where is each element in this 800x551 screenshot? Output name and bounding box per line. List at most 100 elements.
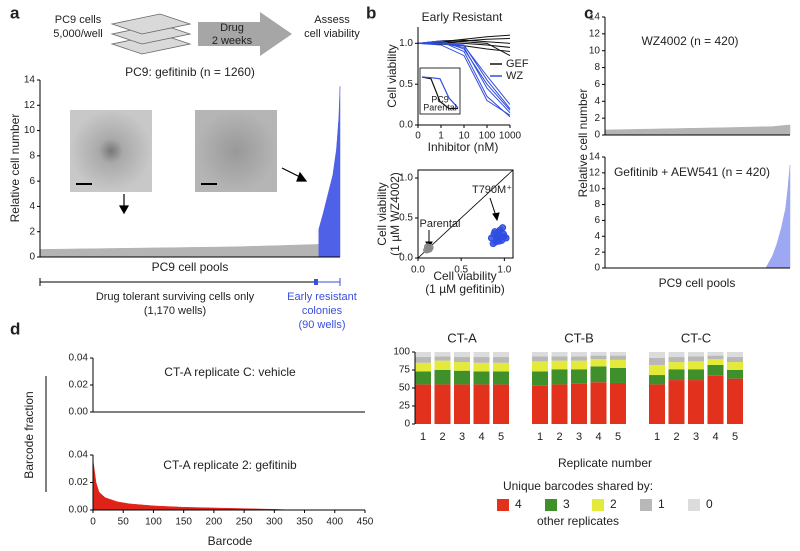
drug-arrow — [198, 12, 292, 56]
area — [604, 124, 791, 136]
x-axis-label: Inhibitor (nM) — [428, 140, 499, 154]
inset-frame — [419, 67, 461, 115]
bar-segment — [727, 362, 743, 370]
bar-segment — [649, 364, 665, 376]
y-tick-label: 14 — [24, 75, 36, 86]
bar-segment — [707, 375, 724, 424]
line — [421, 76, 458, 110]
bar-segment — [707, 364, 724, 376]
x-tick-label: 1000 — [499, 131, 522, 142]
x-tick-label: 4 — [595, 431, 601, 443]
bar-segment — [668, 362, 685, 370]
bar-segment — [493, 352, 509, 358]
x-axis-label: PC9 cell pools — [152, 260, 229, 274]
bar-segment — [688, 369, 704, 381]
y-tick-label: 8 — [594, 62, 600, 73]
x-tick-label: 5 — [498, 431, 504, 443]
x-tick-label: 100 — [145, 517, 162, 528]
bar-segment — [473, 357, 490, 363]
group-label: CT-A — [447, 330, 477, 345]
bar-segment — [610, 355, 626, 360]
x-tick-label: 4 — [478, 431, 484, 443]
bar-segment — [532, 356, 548, 362]
y-tick-label: 10 — [24, 125, 36, 136]
annotation: PC9 — [431, 94, 449, 104]
y-tick-label: 25 — [399, 401, 411, 412]
legend-swatch — [640, 499, 652, 511]
bar-segment — [434, 356, 451, 361]
y-tick-label: 75 — [399, 365, 411, 376]
bar-segment — [532, 371, 548, 386]
x-tick-label: 3 — [693, 431, 699, 443]
x-tick-label: 1.0 — [497, 265, 511, 276]
bar-segment — [727, 378, 743, 424]
bar-segment — [415, 362, 431, 372]
bar-segment — [434, 384, 451, 424]
y-tick-label: 0 — [404, 419, 410, 430]
bar-segment — [493, 384, 509, 424]
x-tick-label: 50 — [118, 517, 130, 528]
legend-label: GEF — [506, 58, 529, 70]
bar-segment — [434, 360, 451, 370]
bar-segment — [610, 352, 626, 356]
bar-segment — [668, 369, 685, 381]
bar-segment — [473, 384, 490, 424]
x-tick-label: 400 — [326, 517, 343, 528]
bar-segment — [727, 357, 743, 363]
point — [425, 245, 433, 253]
bracket-label: Drug tolerant surviving cells only — [96, 291, 255, 303]
area — [318, 86, 341, 258]
bar-segment — [668, 357, 685, 363]
panel-label: c — [584, 3, 593, 22]
bar-segment — [454, 384, 470, 424]
annotation: Parental — [423, 102, 457, 112]
y-tick-label: 0.02 — [69, 380, 89, 391]
bracket-label: (1,170 wells) — [144, 305, 206, 317]
area — [92, 460, 293, 511]
annotation: Parental — [420, 218, 461, 230]
bar-segment — [668, 380, 685, 424]
bar-segment — [415, 357, 431, 363]
y-tick-label: 2 — [29, 226, 35, 237]
point — [491, 228, 499, 236]
y-tick-label: 2 — [594, 113, 600, 124]
bar-segment — [454, 362, 470, 371]
x-tick-label: 200 — [206, 517, 223, 528]
x-tick-label: 1 — [654, 431, 660, 443]
y-axis-label: Relative cell number — [8, 114, 22, 223]
bar-segment — [688, 352, 704, 357]
y-tick-label: 4 — [594, 231, 600, 242]
bar-segment — [473, 352, 490, 358]
bar-segment — [551, 360, 568, 370]
x-tick-label: 4 — [712, 431, 718, 443]
y-axis-label: Barcode fraction — [22, 391, 36, 478]
annotation: T790M⁺ — [472, 184, 512, 196]
diagram-text: 2 weeks — [212, 35, 253, 47]
x-tick-label: 10 — [458, 131, 470, 142]
y-tick-label: 10 — [589, 45, 601, 56]
x-axis-label: (1 µM gefitinib) — [425, 282, 505, 296]
bar-segment — [649, 384, 665, 424]
x-tick-label: 100 — [479, 131, 496, 142]
bar-segment — [473, 362, 490, 372]
bar-segment — [493, 371, 509, 385]
x-tick-label: 2 — [673, 431, 679, 443]
x-tick-label: 0 — [415, 131, 421, 142]
y-tick-label: 8 — [594, 199, 600, 210]
y-tick-label: 0.5 — [399, 213, 413, 224]
y-tick-label: 0 — [29, 252, 35, 263]
point — [502, 234, 510, 242]
y-axis-label: Relative cell number — [576, 89, 590, 198]
y-tick-label: 4 — [594, 96, 600, 107]
bar-segment — [649, 352, 665, 358]
panel-label: b — [366, 3, 376, 22]
area — [39, 244, 319, 258]
bar-segment — [454, 370, 470, 385]
line — [417, 40, 511, 111]
bar-segment — [571, 356, 587, 361]
legend-label: 0 — [706, 497, 713, 511]
diagram-text: 5,000/well — [53, 28, 103, 40]
bar-segment — [688, 380, 704, 424]
bar-segment — [551, 369, 568, 385]
x-axis-label: Replicate number — [558, 456, 652, 470]
